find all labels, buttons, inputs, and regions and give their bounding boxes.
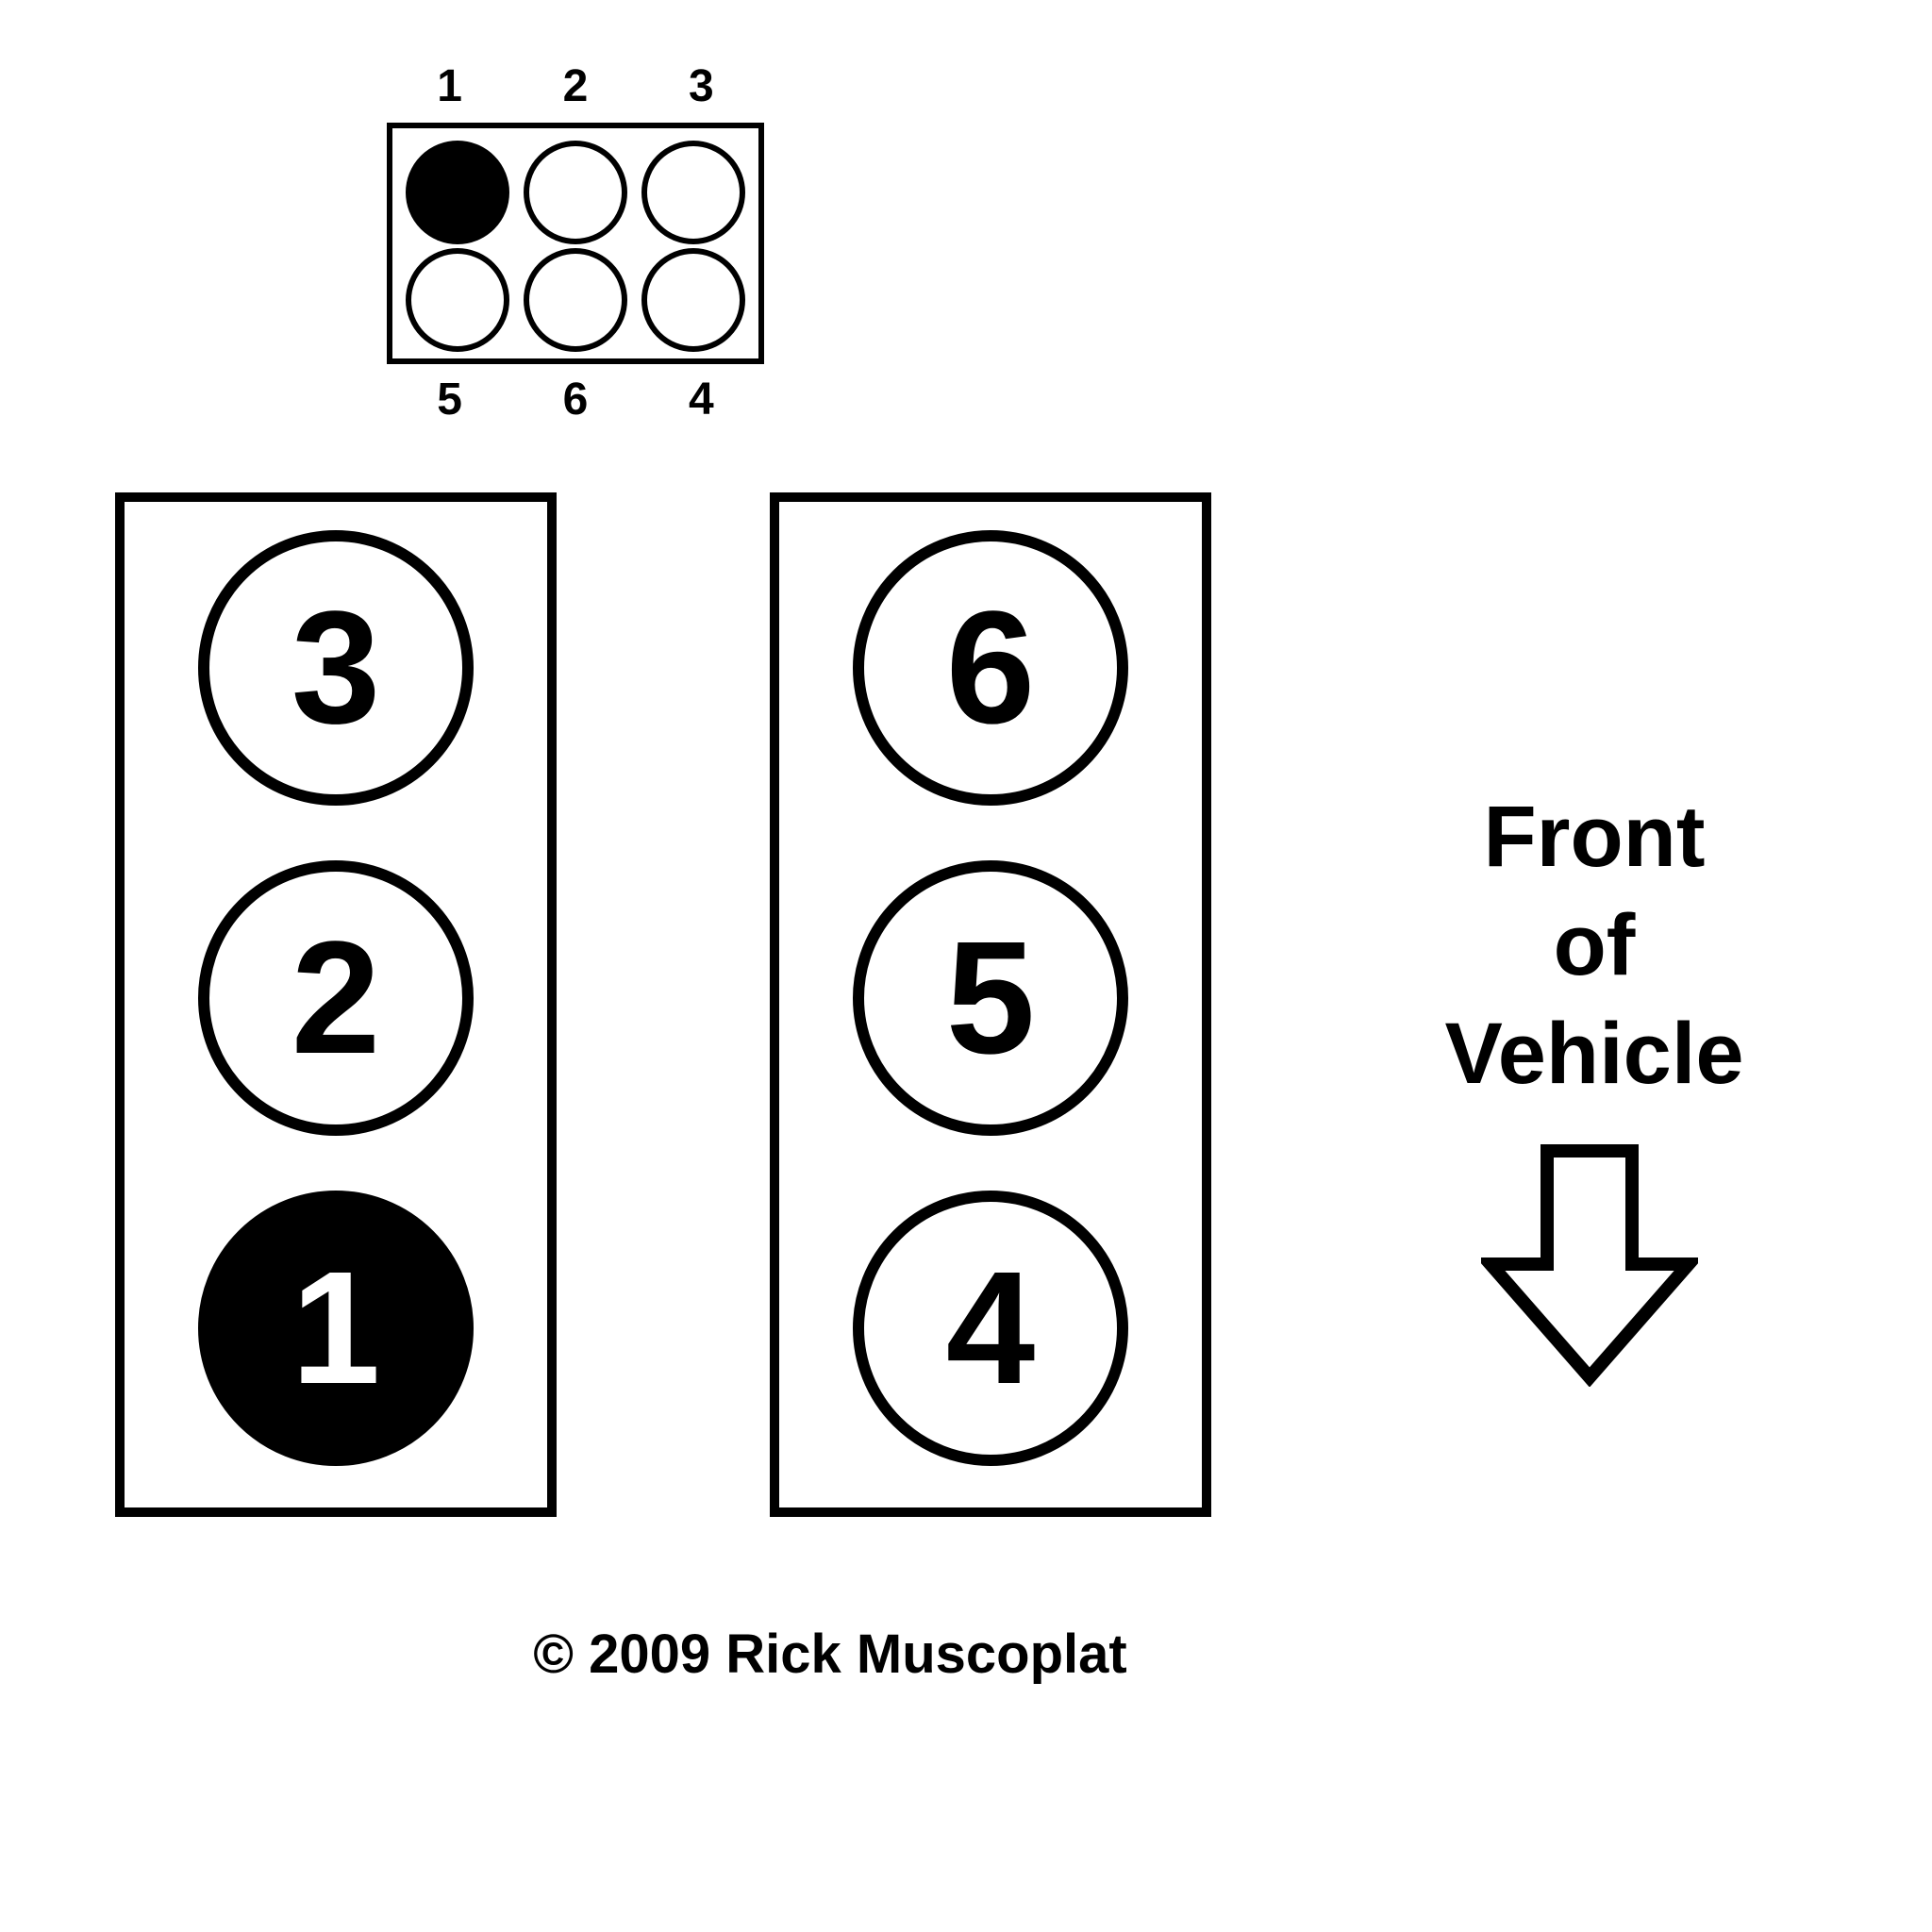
cylinder-4: 4	[853, 1191, 1128, 1466]
cylinder-label: 3	[291, 575, 381, 760]
coil-circle-5	[406, 248, 509, 352]
cylinder-label: 4	[946, 1236, 1036, 1421]
coil-bottom-labels: 5 6 4	[387, 374, 764, 425]
coil-bottom-label: 6	[512, 374, 638, 425]
front-of-vehicle-label: Front of Vehicle	[1330, 783, 1858, 1108]
coil-circle-2	[524, 141, 627, 244]
coil-row-top	[406, 140, 745, 245]
coil-top-label: 1	[387, 60, 512, 112]
coil-bottom-label: 5	[387, 374, 512, 425]
cylinder-5: 5	[853, 860, 1128, 1136]
front-label-line: Vehicle	[1330, 1000, 1858, 1108]
coil-circle-1	[406, 141, 509, 244]
coil-top-label: 2	[512, 60, 638, 112]
coil-top-label: 3	[639, 60, 764, 112]
coil-bottom-label: 4	[639, 374, 764, 425]
front-label-line: of	[1330, 891, 1858, 1000]
down-arrow-icon	[1481, 1141, 1698, 1387]
cylinder-3: 3	[198, 530, 474, 806]
coil-circle-6	[524, 248, 627, 352]
cylinder-1: 1	[198, 1191, 474, 1466]
front-label-line: Front	[1330, 783, 1858, 891]
coil-circle-3	[641, 141, 745, 244]
cylinder-2: 2	[198, 860, 474, 1136]
cylinder-label: 6	[946, 575, 1036, 760]
cylinder-6: 6	[853, 530, 1128, 806]
cylinder-label: 1	[291, 1236, 381, 1421]
cylinder-label: 2	[291, 906, 381, 1091]
copyright-text: © 2009 Rick Muscoplat	[406, 1623, 1255, 1686]
diagram-canvas: 1 2 3 5 6 4 3 2 1 6 5 4 F	[0, 0, 1932, 1932]
cylinder-label: 5	[946, 906, 1036, 1091]
coil-row-bottom	[406, 247, 745, 353]
coil-circle-4	[641, 248, 745, 352]
coil-top-labels: 1 2 3	[387, 60, 764, 112]
